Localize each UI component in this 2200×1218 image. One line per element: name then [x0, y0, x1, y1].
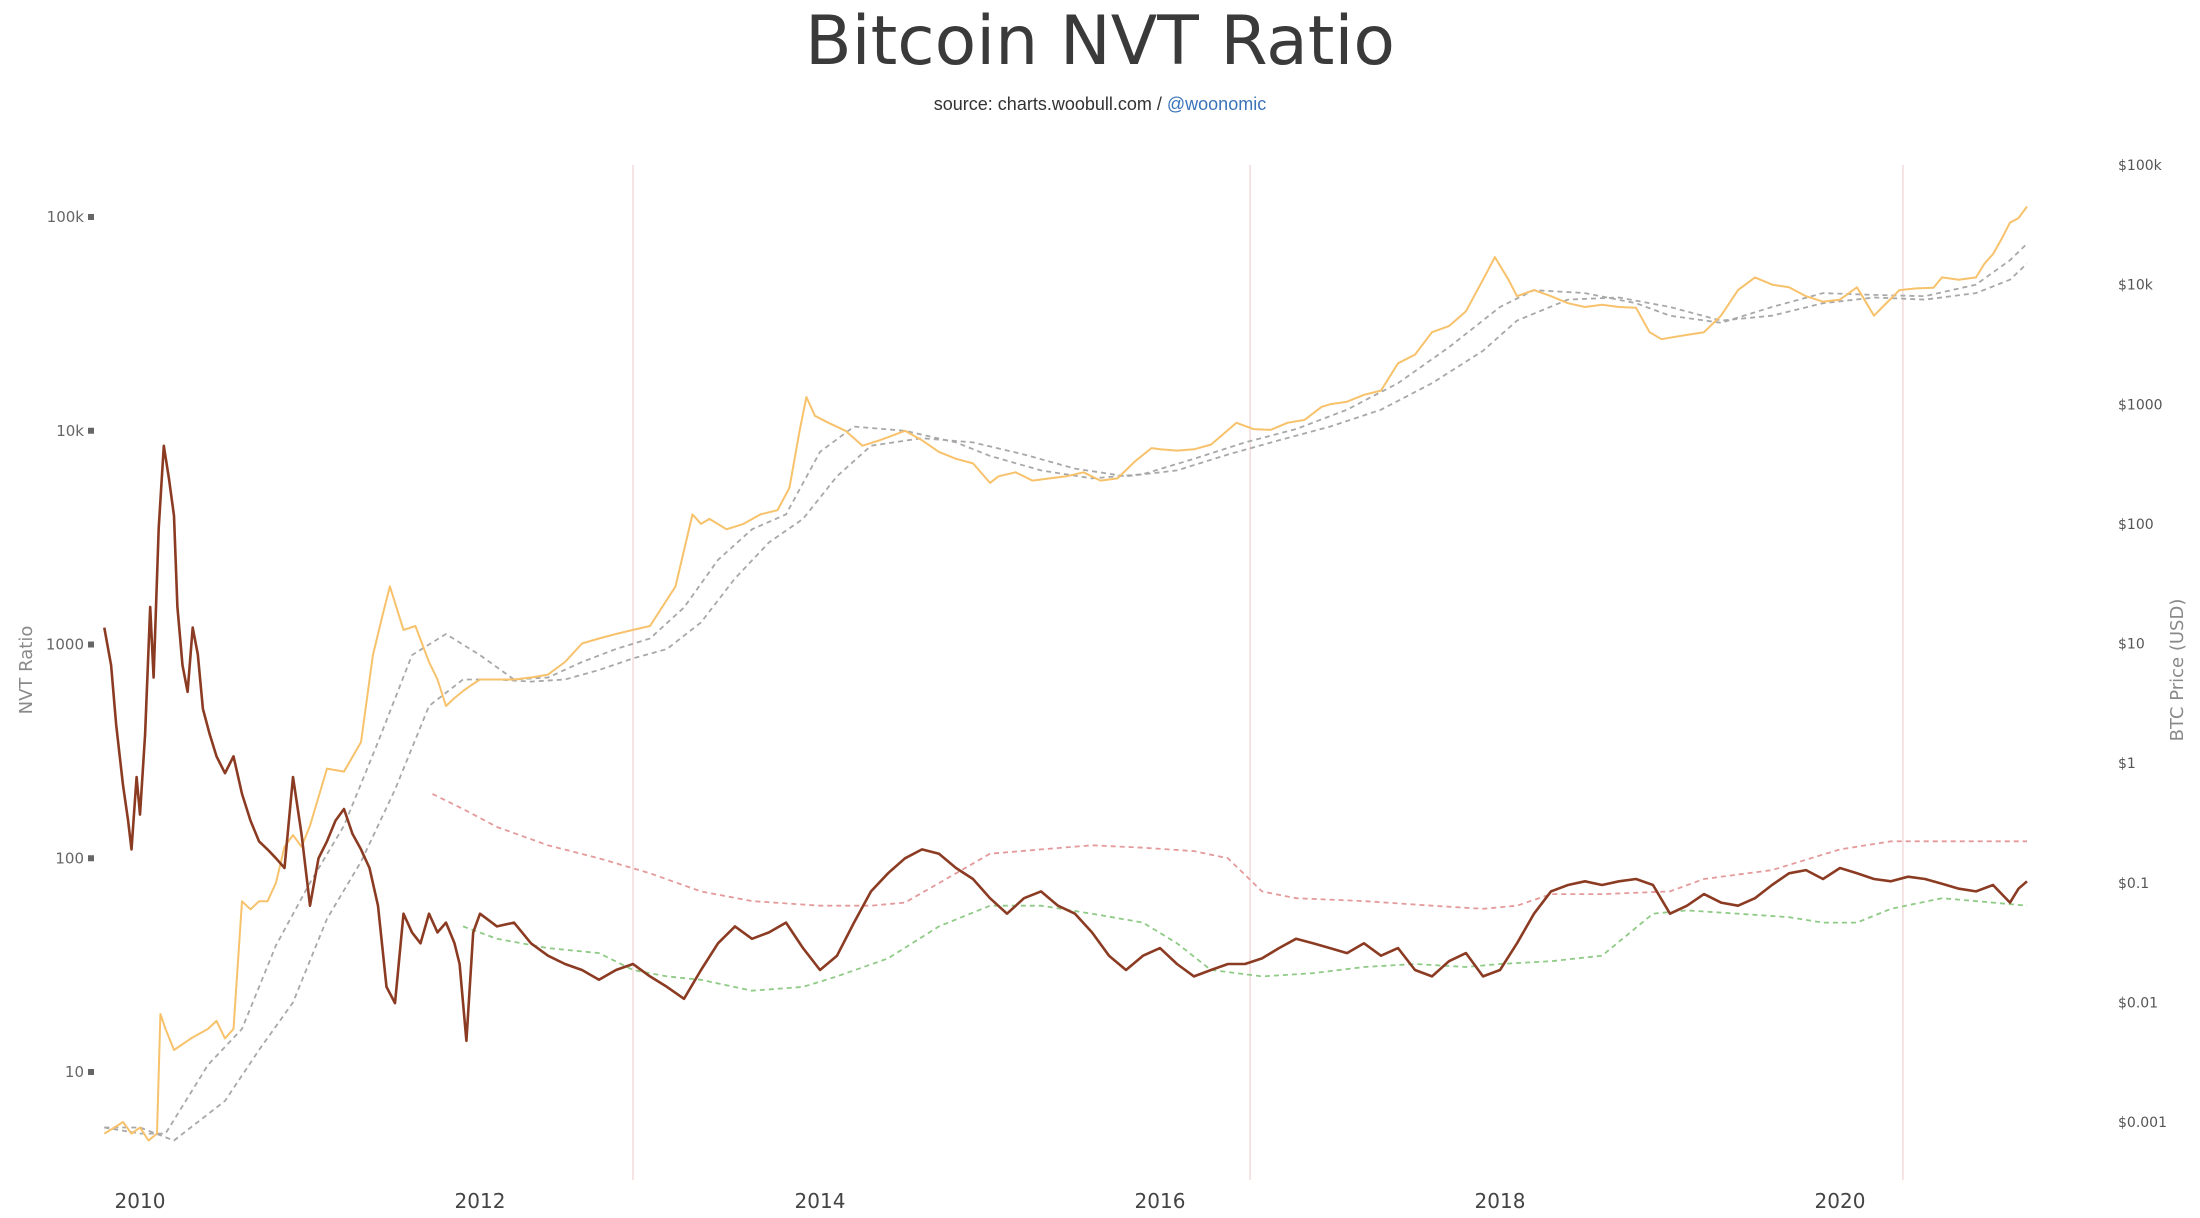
right-tick-label-0: $0.001	[2118, 1115, 2167, 1131]
right-tick-label-5: $100	[2118, 517, 2154, 533]
x-axis-ticks: 2010 2012 2014 2016 2018 2020	[115, 1189, 1866, 1213]
y-axis-label-left: NVT Ratio	[16, 626, 37, 715]
vertical-markers	[632, 165, 1904, 1180]
right-tick-label-2: $0.1	[2118, 876, 2149, 892]
left-tick-label-4: 100k	[47, 208, 85, 226]
x-tick-label-5: 2020	[1815, 1189, 1866, 1213]
right-tick-label-6: $1000	[2118, 397, 2163, 413]
x-tick-label-4: 2018	[1475, 1189, 1526, 1213]
left-tick-label-0: 10	[65, 1063, 84, 1081]
x-tick-label-2: 2014	[795, 1189, 846, 1213]
left-axis-ticks: 10 100 1000 10k 100k	[46, 208, 94, 1081]
series-line-1	[103, 205, 2028, 1142]
right-tick-label-7: $10k	[2118, 278, 2154, 294]
left-tick-mark-1	[88, 855, 94, 862]
left-tick-mark-3	[88, 427, 94, 434]
x-tick-label-0: 2010	[115, 1189, 166, 1213]
chart-subtitle: source: charts.woobull.com / @woonomic	[0, 94, 2200, 115]
left-tick-mark-2	[88, 641, 94, 648]
left-tick-label-1: 100	[55, 849, 84, 867]
x-tick-label-3: 2016	[1135, 1189, 1186, 1213]
left-tick-label-3: 10k	[56, 422, 84, 440]
y-axis-label-right: BTC Price (USD)	[2167, 599, 2188, 742]
right-tick-label-3: $1	[2118, 756, 2136, 772]
series-line-4	[432, 793, 2027, 910]
subtitle-link[interactable]: @woonomic	[1166, 94, 1267, 114]
right-axis-ticks: $0.001 $0.01 $0.1 $1 $10 $100 $1000 $10k $100k	[2118, 158, 2167, 1131]
left-tick-label-2: 1000	[46, 636, 84, 654]
series-layer	[103, 205, 2028, 1142]
chart-title: Bitcoin NVT Ratio	[805, 2, 1395, 81]
series-line-2	[104, 243, 2028, 1135]
right-tick-label-8: $100k	[2118, 158, 2163, 174]
x-tick-label-1: 2012	[455, 1189, 506, 1213]
left-tick-mark-0	[88, 1069, 94, 1075]
right-tick-label-4: $10	[2118, 637, 2145, 653]
right-tick-label-1: $0.01	[2118, 995, 2158, 1011]
left-tick-mark-4	[88, 214, 94, 220]
series-line-0	[103, 444, 2028, 1043]
subtitle-source: source: charts.woobull.com /	[933, 94, 1167, 114]
